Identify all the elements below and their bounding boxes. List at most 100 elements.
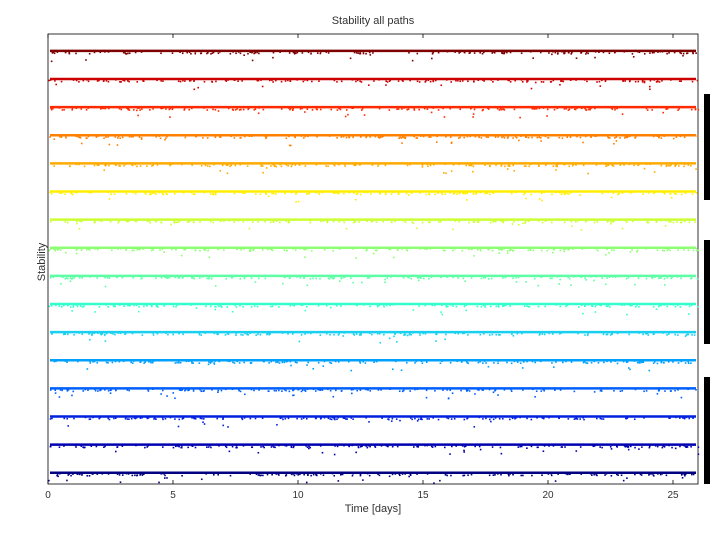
series-4 — [49, 134, 699, 147]
data-point — [359, 362, 362, 364]
data-point — [351, 444, 354, 447]
data-point — [116, 276, 118, 279]
data-point — [621, 227, 624, 230]
data-point — [360, 81, 363, 83]
data-point — [631, 220, 634, 223]
data-point — [233, 221, 235, 223]
data-point — [377, 305, 379, 308]
data-point — [96, 473, 99, 475]
data-point — [122, 360, 125, 363]
data-point — [184, 136, 187, 139]
data-point — [429, 248, 432, 250]
data-point — [679, 445, 681, 448]
data-point — [369, 305, 371, 308]
data-point — [478, 445, 481, 448]
data-point — [230, 135, 232, 138]
data-point — [629, 251, 632, 253]
data-point — [583, 418, 585, 421]
data-point — [250, 388, 253, 391]
data-point — [104, 340, 107, 342]
data-point — [520, 445, 523, 448]
data-point — [352, 136, 354, 139]
data-point — [148, 360, 150, 363]
data-point — [634, 473, 636, 476]
data-point — [441, 192, 443, 194]
data-point — [541, 417, 544, 419]
data-point — [366, 277, 369, 279]
data-point — [60, 282, 62, 285]
data-point — [664, 390, 666, 392]
data-point — [109, 220, 112, 223]
data-point — [458, 220, 460, 223]
data-point — [343, 221, 346, 224]
data-point — [672, 304, 675, 306]
data-point — [219, 304, 222, 307]
data-point — [191, 361, 193, 363]
data-point — [216, 333, 219, 336]
data-point — [420, 277, 422, 279]
data-point — [567, 418, 570, 420]
data-point — [409, 332, 411, 335]
data-point — [325, 332, 328, 335]
data-point — [97, 79, 99, 82]
data-point — [660, 277, 662, 279]
data-point — [472, 170, 474, 173]
data-point — [631, 53, 634, 55]
data-point — [435, 340, 437, 342]
data-point — [125, 53, 128, 55]
data-point — [463, 192, 466, 194]
data-point — [161, 446, 164, 448]
data-point — [193, 277, 196, 280]
data-point — [174, 445, 177, 448]
data-point — [659, 50, 662, 53]
data-point — [80, 142, 83, 145]
series-3 — [50, 105, 700, 119]
data-point — [437, 192, 439, 194]
data-point — [342, 335, 345, 337]
data-point — [340, 390, 343, 392]
data-point — [605, 305, 608, 308]
data-point — [626, 477, 628, 479]
data-point — [336, 192, 338, 194]
data-point — [593, 221, 596, 224]
data-point — [184, 389, 186, 392]
data-point — [479, 333, 482, 336]
series-10 — [48, 302, 699, 316]
data-point — [408, 475, 410, 478]
data-point — [49, 191, 51, 194]
data-point — [539, 360, 542, 363]
data-point — [649, 473, 651, 475]
data-point — [597, 51, 600, 53]
data-point — [54, 249, 57, 252]
data-point — [530, 87, 533, 90]
data-point — [383, 333, 385, 336]
data-point — [608, 52, 611, 55]
data-point — [413, 446, 415, 448]
data-point — [570, 53, 573, 55]
data-point — [50, 304, 53, 307]
data-point — [293, 445, 295, 448]
data-point — [92, 473, 94, 475]
data-point — [69, 165, 71, 168]
data-point — [294, 249, 297, 251]
data-point — [225, 446, 228, 449]
data-point — [67, 304, 69, 306]
data-point — [152, 332, 154, 334]
data-point — [380, 445, 383, 447]
data-point — [677, 362, 680, 364]
data-point — [75, 52, 77, 55]
data-point — [295, 472, 298, 475]
data-point — [219, 170, 222, 172]
data-point — [69, 306, 72, 308]
data-point — [154, 277, 157, 280]
data-point — [498, 248, 500, 251]
data-point — [117, 137, 119, 139]
data-point — [681, 476, 684, 479]
data-point — [667, 164, 670, 167]
data-point — [81, 220, 83, 223]
data-point — [374, 249, 377, 252]
data-point — [67, 425, 70, 427]
data-point — [331, 416, 334, 419]
data-point — [333, 453, 336, 456]
data-point — [610, 332, 613, 335]
